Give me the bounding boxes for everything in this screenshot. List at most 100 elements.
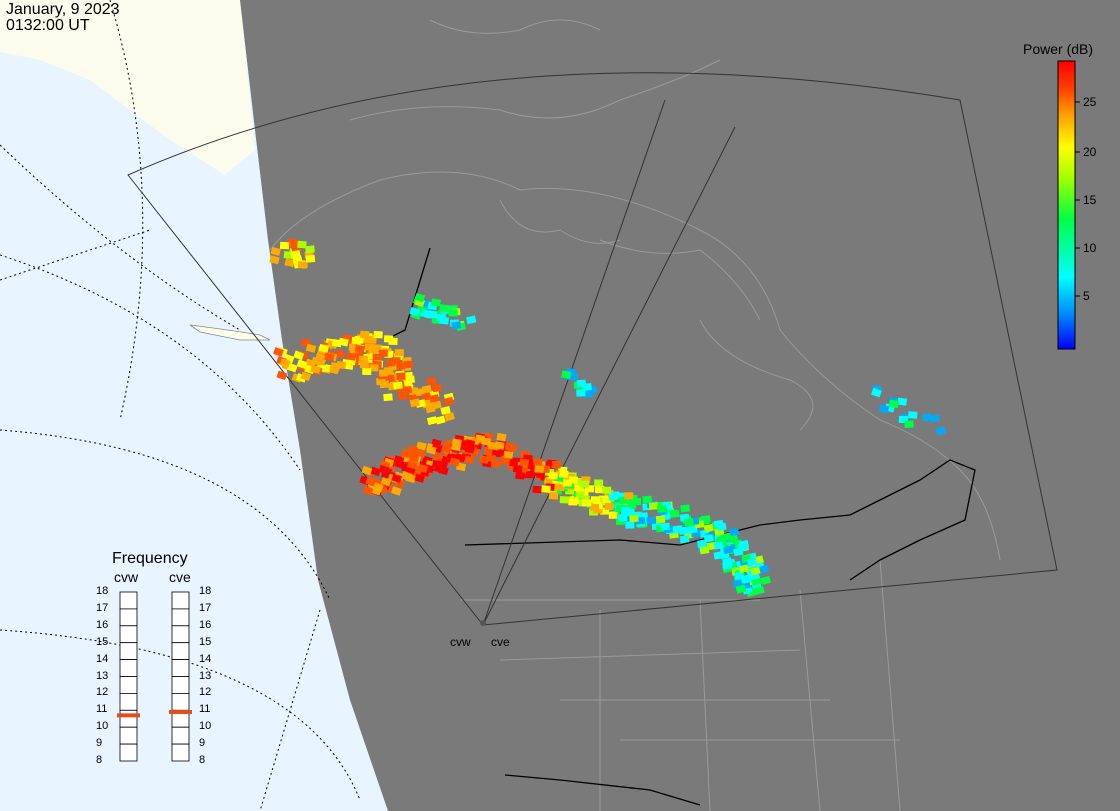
echo-cell [444, 412, 455, 422]
echo-cell [935, 426, 946, 436]
echo-cell [561, 370, 572, 379]
scale-label: 14 [199, 652, 212, 665]
echo-cell [305, 255, 316, 263]
echo-cell [657, 505, 667, 513]
echo-cell [421, 392, 432, 402]
frequency-cell [171, 642, 190, 661]
colorbar-tick-label: 20 [1083, 145, 1097, 159]
colorbar-ticks [1075, 101, 1080, 297]
echo-cell [451, 321, 462, 330]
echo-cell [648, 502, 659, 510]
echo-cell [590, 496, 600, 504]
echo-cell [594, 479, 604, 487]
echo-cell [269, 255, 280, 265]
echo-cell [754, 585, 765, 595]
echo-cell [871, 387, 882, 398]
frequency-cell [171, 693, 190, 711]
echo-cell [569, 496, 580, 505]
echo-cell [361, 465, 373, 476]
echo-cell [888, 399, 899, 409]
echo-cell [878, 404, 890, 414]
echo-cell [276, 370, 288, 381]
echo-cell [336, 360, 347, 370]
scale-label: 13 [96, 669, 109, 682]
echo-cell [722, 561, 733, 570]
frequency-cell [119, 591, 138, 610]
graticule [0, 0, 361, 811]
echo-cell [519, 458, 530, 467]
scale-label: 18 [96, 585, 109, 597]
echo-cell [568, 476, 579, 484]
time-label: 0132:00 UT [6, 17, 90, 34]
fov-boundary-lines [482, 99, 736, 626]
echo-cell [673, 525, 683, 534]
echo-cell [310, 364, 321, 374]
echo-cell [436, 314, 446, 322]
echo-cell [496, 432, 507, 442]
echo-cell [760, 575, 771, 585]
frequency-cell [119, 693, 138, 711]
echo-cell [608, 511, 618, 519]
echo-cell [733, 547, 744, 557]
colorbar-gradient [1057, 60, 1076, 350]
echo-cell [379, 380, 390, 389]
echo-cell [904, 420, 914, 428]
scale-label: 8 [199, 754, 206, 766]
echo-cell [551, 460, 562, 469]
echo-cell [515, 471, 525, 480]
colorbar-tick-label: 10 [1083, 241, 1097, 255]
echo-cell [324, 352, 335, 362]
fov-outline [127, 72, 1058, 626]
echo-cell [703, 534, 714, 543]
echo-cell [409, 398, 420, 408]
echo-cell [402, 385, 412, 394]
colorbar-tick-label: 15 [1083, 193, 1097, 207]
echo-cell [296, 359, 308, 370]
echo-cell [735, 584, 747, 594]
echo-cell [464, 444, 475, 454]
echo-cell [548, 492, 559, 500]
scale-label: 9 [199, 737, 206, 750]
echo-cell [305, 343, 317, 353]
echo-cell [416, 441, 427, 451]
site-label-cve: cve [491, 635, 510, 649]
echo-cell [642, 495, 652, 504]
mexico-border [504, 774, 701, 806]
frequency-cell [171, 591, 190, 610]
echo-cell [360, 330, 370, 339]
frequency-cell [171, 625, 190, 644]
echo-cell [388, 337, 398, 345]
frequency-cell [171, 659, 190, 677]
echo-cell [494, 441, 505, 450]
echo-cell [318, 344, 329, 353]
echo-cell [362, 367, 372, 375]
echo-cell [396, 362, 406, 370]
echo-cell [440, 406, 451, 415]
echo-cell [403, 379, 413, 388]
echo-cell [392, 381, 403, 390]
scale-label: 17 [199, 601, 212, 614]
echo-cell [273, 347, 284, 357]
echo-cell [536, 470, 546, 479]
echo-cell [284, 258, 295, 268]
echo-cell [279, 358, 291, 368]
echo-cell [297, 240, 307, 249]
echo-cell [922, 413, 932, 422]
scale-label: 12 [199, 686, 212, 699]
aleutian-peninsula [189, 324, 271, 341]
echo-cell [290, 250, 301, 259]
scale-label: 15 [199, 635, 212, 648]
echo-cell [334, 349, 345, 359]
echo-cell [409, 306, 421, 317]
frequency-cell [171, 608, 190, 627]
echo-cell [729, 527, 740, 537]
echo-cell [438, 466, 449, 476]
echo-cell [443, 396, 454, 406]
echo-cell [532, 458, 543, 467]
echo-cell [431, 400, 442, 410]
echo-cell [508, 458, 519, 467]
echo-cell [283, 251, 294, 260]
echo-cell [713, 540, 724, 550]
echo-cell [279, 241, 290, 250]
echo-cell [604, 502, 614, 510]
